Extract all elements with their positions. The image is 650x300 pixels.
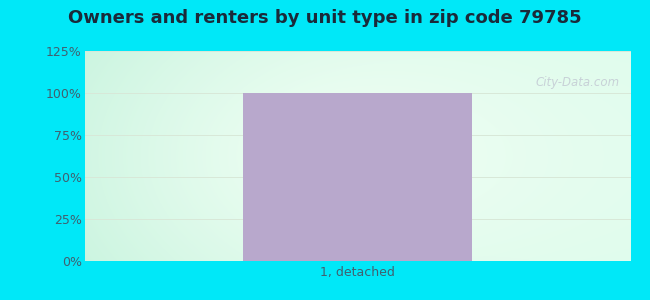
Text: Owners and renters by unit type in zip code 79785: Owners and renters by unit type in zip c… (68, 9, 582, 27)
Text: City-Data.com: City-Data.com (536, 76, 619, 89)
Bar (243, 93, 472, 261)
